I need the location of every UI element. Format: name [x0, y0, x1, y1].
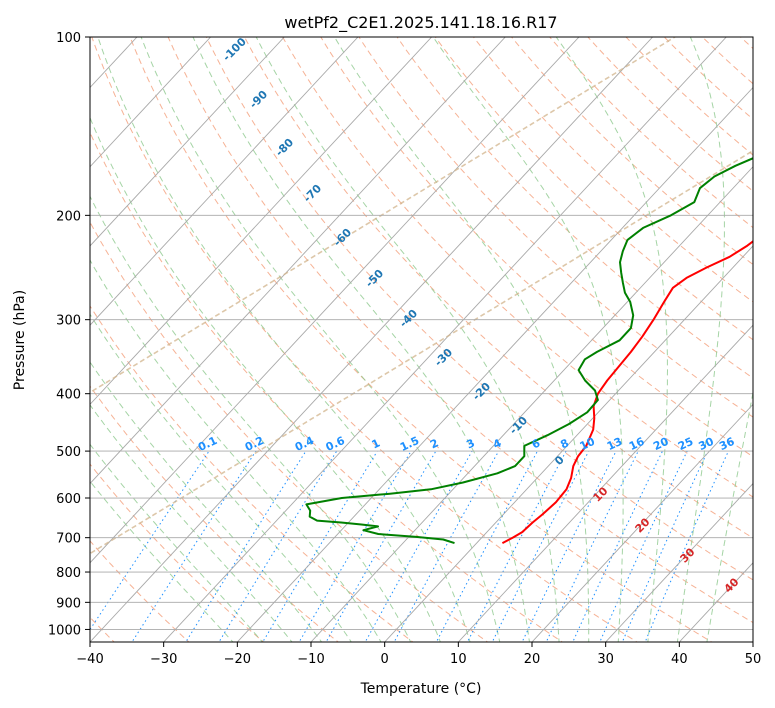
dry-adiabat	[434, 37, 753, 341]
mixing-ratio-line	[466, 450, 567, 642]
saturation-curve	[90, 37, 677, 394]
y-tick-label: 600	[56, 492, 81, 507]
isotherm	[458, 324, 753, 642]
x-tick-label: 30	[597, 652, 614, 667]
isotherm	[90, 37, 580, 564]
x-axis-title: Temperature (°C)	[360, 681, 482, 697]
x-tick-label: −40	[76, 652, 103, 667]
x-tick-label: 10	[450, 652, 467, 667]
temperature-profile	[501, 240, 753, 544]
profiles	[305, 157, 753, 545]
mixing-ratio-line	[364, 450, 473, 642]
y-tick-label: 100	[56, 31, 81, 46]
y-tick-label: 700	[56, 532, 81, 547]
mixing-ratio-line	[185, 450, 307, 642]
mixing-ratio-line	[572, 450, 663, 642]
isotherm	[752, 641, 753, 642]
background-lines	[0, 37, 753, 642]
saturation-curve	[90, 149, 753, 555]
x-tick-label: −30	[150, 652, 177, 667]
mixing-ratio-line	[491, 450, 590, 642]
moist-adiabat	[90, 195, 412, 642]
y-tick-label: 500	[56, 445, 81, 460]
chart-title: wetPf2_C2E1.2025.141.18.16.R17	[284, 13, 557, 33]
isotherm	[90, 37, 432, 406]
mixing-ratio-label: 25	[676, 435, 695, 453]
x-tick-label: −10	[297, 652, 324, 667]
isotherm	[531, 403, 753, 642]
mixing-ratio-line	[262, 450, 378, 642]
x-tick-label: 50	[745, 652, 762, 667]
plot-frame	[89, 36, 754, 643]
mixing-ratio-line	[644, 450, 729, 642]
y-tick-label: 800	[56, 566, 81, 581]
x-tick-label: 20	[524, 652, 541, 667]
isotherm	[90, 37, 211, 168]
mixing-ratio-line	[90, 450, 210, 631]
mixing-ratio-label: 20	[651, 435, 671, 453]
x-tick-label: 40	[671, 652, 688, 667]
isotherm	[163, 37, 727, 642]
isotherm	[90, 37, 506, 485]
y-tick-label: 400	[56, 388, 81, 403]
axes: −40 −30 −20 −10 0 10 20 30 40 50 100 200 300 400 500 60…	[48, 31, 761, 667]
mixing-ratio-label: 10	[578, 435, 598, 453]
y-tick-label: 900	[56, 596, 81, 611]
mixing-ratio-label: 16	[627, 435, 647, 453]
isotherm	[237, 86, 753, 642]
isotherm	[90, 37, 653, 642]
x-tick-label: −20	[224, 652, 251, 667]
dewpoint-profile	[305, 157, 753, 545]
mixing-ratio-line	[131, 450, 257, 642]
mixing-ratio-line	[298, 450, 412, 642]
isotherm	[90, 37, 359, 326]
mixing-ratio-label: 13	[605, 435, 624, 453]
y-tick-label: 1000	[48, 623, 81, 638]
dry-adiabat	[90, 385, 340, 642]
mixing-ratio-label: 36	[717, 435, 737, 453]
isotherm	[310, 166, 753, 642]
isotherm	[384, 245, 753, 642]
mixing-ratio-line	[325, 450, 437, 642]
mixing-ratio-label: 30	[697, 435, 717, 453]
isotherm	[605, 482, 753, 642]
mixing-ratio-line	[621, 450, 709, 642]
y-tick-label: 200	[56, 209, 81, 224]
y-axis-title: Pressure (hPa)	[12, 290, 28, 390]
isotherm	[0, 37, 63, 642]
isotherm	[90, 37, 285, 247]
x-tick-label: 0	[381, 652, 389, 667]
mixing-ratio-line	[218, 450, 338, 642]
mixing-ratio-line	[599, 450, 688, 642]
y-tick-label: 300	[56, 314, 81, 329]
